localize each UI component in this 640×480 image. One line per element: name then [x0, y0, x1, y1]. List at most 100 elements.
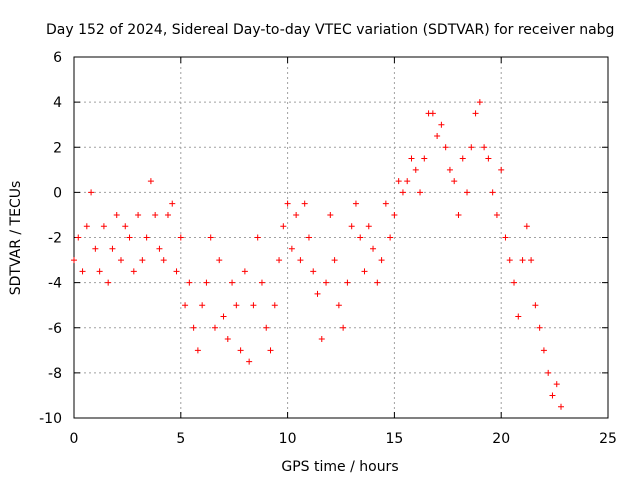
- data-point: [382, 200, 389, 207]
- x-axis-label: GPS time / hours: [281, 459, 398, 475]
- data-point: [357, 234, 364, 241]
- data-point: [468, 144, 475, 151]
- data-point: [271, 302, 278, 309]
- data-point: [173, 268, 180, 275]
- data-point: [186, 279, 193, 286]
- data-point: [250, 302, 257, 309]
- data-point: [139, 257, 146, 264]
- data-point: [331, 257, 338, 264]
- data-point: [182, 302, 189, 309]
- y-tick-label: -2: [48, 231, 62, 247]
- data-point: [515, 313, 522, 320]
- data-point: [280, 223, 287, 230]
- data-point: [464, 189, 471, 196]
- y-tick-label: 0: [53, 185, 62, 201]
- data-point: [241, 268, 248, 275]
- data-point: [528, 257, 535, 264]
- x-tick-label: 25: [599, 431, 617, 447]
- data-point: [293, 211, 300, 218]
- data-point: [438, 121, 445, 128]
- data-point: [177, 234, 184, 241]
- data-point: [481, 144, 488, 151]
- data-point: [164, 211, 171, 218]
- data-point: [429, 110, 436, 117]
- data-point: [258, 279, 265, 286]
- data-point: [408, 155, 415, 162]
- data-point: [246, 358, 253, 365]
- data-point: [335, 302, 342, 309]
- data-point: [130, 268, 137, 275]
- y-tick-label: -10: [39, 411, 62, 427]
- data-point: [143, 234, 150, 241]
- data-point: [75, 234, 82, 241]
- data-point: [254, 234, 261, 241]
- data-point: [288, 245, 295, 252]
- grid: [74, 57, 608, 418]
- data-point: [237, 347, 244, 354]
- data-point: [374, 279, 381, 286]
- data-point: [109, 245, 116, 252]
- data-point: [83, 223, 90, 230]
- data-point: [378, 257, 385, 264]
- data-point: [523, 223, 530, 230]
- data-point: [267, 347, 274, 354]
- data-point: [434, 132, 441, 139]
- data-point: [79, 268, 86, 275]
- data-point: [352, 200, 359, 207]
- data-point: [455, 211, 462, 218]
- data-point: [229, 279, 236, 286]
- data-point: [276, 257, 283, 264]
- chart-title: Day 152 of 2024, Sidereal Day-to-day VTE…: [46, 22, 614, 38]
- data-point: [147, 178, 154, 185]
- y-tick-label: -4: [48, 276, 62, 292]
- data-point: [92, 245, 99, 252]
- data-point: [190, 324, 197, 331]
- data-point: [194, 347, 201, 354]
- x-tick-label: 10: [279, 431, 297, 447]
- data-point: [156, 245, 163, 252]
- data-point: [553, 381, 560, 388]
- data-point: [305, 234, 312, 241]
- x-tick-label: 0: [70, 431, 79, 447]
- data-point: [301, 200, 308, 207]
- x-tick-label: 5: [176, 431, 185, 447]
- data-point: [536, 324, 543, 331]
- axis-ticks: 0 5 10 15 20 25 -10 -8 -6 -4 -2 0 2 4 6: [39, 50, 617, 447]
- data-point: [96, 268, 103, 275]
- data-point: [493, 211, 500, 218]
- data-point: [442, 144, 449, 151]
- data-point: [203, 279, 210, 286]
- data-point: [323, 279, 330, 286]
- x-tick-label: 20: [492, 431, 510, 447]
- data-point: [220, 313, 227, 320]
- data-point: [135, 211, 142, 218]
- data-point: [318, 336, 325, 343]
- data-point: [88, 189, 95, 196]
- data-point: [446, 166, 453, 173]
- data-point: [506, 257, 513, 264]
- data-point: [152, 211, 159, 218]
- data-point: [421, 155, 428, 162]
- data-point: [113, 211, 120, 218]
- data-point: [370, 245, 377, 252]
- data-point: [263, 324, 270, 331]
- data-point: [451, 178, 458, 185]
- data-point: [117, 257, 124, 264]
- y-tick-label: 6: [53, 50, 62, 66]
- data-point: [284, 200, 291, 207]
- data-point: [169, 200, 176, 207]
- data-point: [498, 166, 505, 173]
- data-point: [233, 302, 240, 309]
- data-point: [207, 234, 214, 241]
- data-point: [540, 347, 547, 354]
- data-point: [511, 279, 518, 286]
- y-tick-label: -6: [48, 321, 62, 337]
- x-tick-label: 15: [385, 431, 403, 447]
- data-point: [472, 110, 479, 117]
- data-point: [122, 223, 129, 230]
- data-point: [502, 234, 509, 241]
- data-point: [365, 223, 372, 230]
- data-point: [412, 166, 419, 173]
- data-point: [314, 290, 321, 297]
